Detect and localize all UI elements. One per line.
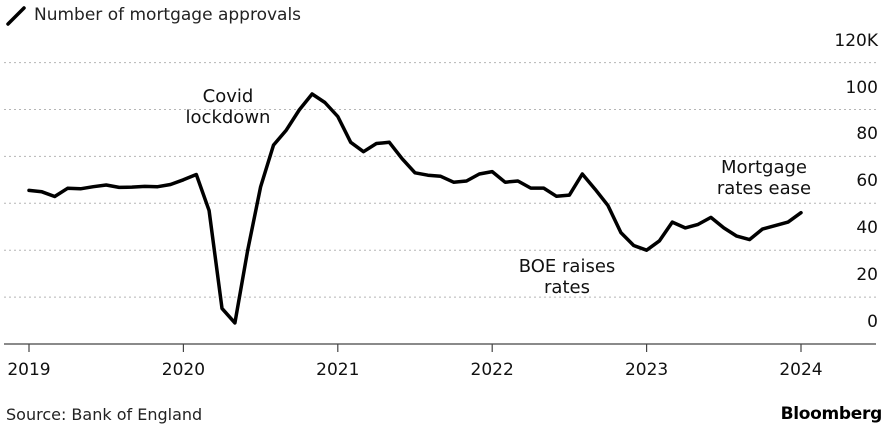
x-tick-label-2020: 2020 — [161, 360, 206, 380]
x-tick-label-2023: 2023 — [624, 360, 669, 380]
series-line-mortgage-approvals — [27, 92, 803, 325]
y-tick-label-80: 80 — [856, 124, 878, 145]
annotation-mortgage-rates: Mortgage rates ease — [704, 157, 824, 199]
annotation-covid-line-1: Covid — [202, 86, 254, 107]
annotation-covid-line-2: lockdown — [185, 107, 271, 128]
annotation-boe-line-2: rates — [544, 277, 590, 298]
legend: Number of mortgage approvals — [6, 4, 301, 26]
x-tick-label-2022: 2022 — [470, 360, 514, 380]
legend-line-icon — [6, 6, 26, 26]
source-note: Source: Bank of England — [6, 405, 203, 424]
y-tick-label-120K: 120K — [834, 30, 878, 51]
annotation-boe-line-1: BOE raises — [518, 256, 616, 277]
annotation-mortgage-line-1: Mortgage — [721, 157, 807, 178]
y-tick-label-40: 40 — [856, 218, 878, 239]
legend-label: Number of mortgage approvals — [34, 5, 302, 25]
annotation-mortgage-line-2: rates ease — [716, 178, 812, 199]
x-tick-label-2021: 2021 — [316, 360, 360, 380]
annotation-boe: BOE raises rates — [507, 256, 627, 298]
x-tick-label-2024: 2024 — [779, 360, 823, 380]
y-tick-label-0: 0 — [867, 312, 878, 332]
y-tick-label-100: 100 — [845, 77, 878, 98]
annotation-covid: Covid lockdown — [172, 86, 284, 128]
brand-logo: Bloomberg — [780, 404, 883, 424]
y-tick-label-60: 60 — [856, 171, 878, 192]
x-tick-label-2019: 2019 — [7, 360, 51, 380]
y-tick-label-20: 20 — [856, 265, 878, 286]
